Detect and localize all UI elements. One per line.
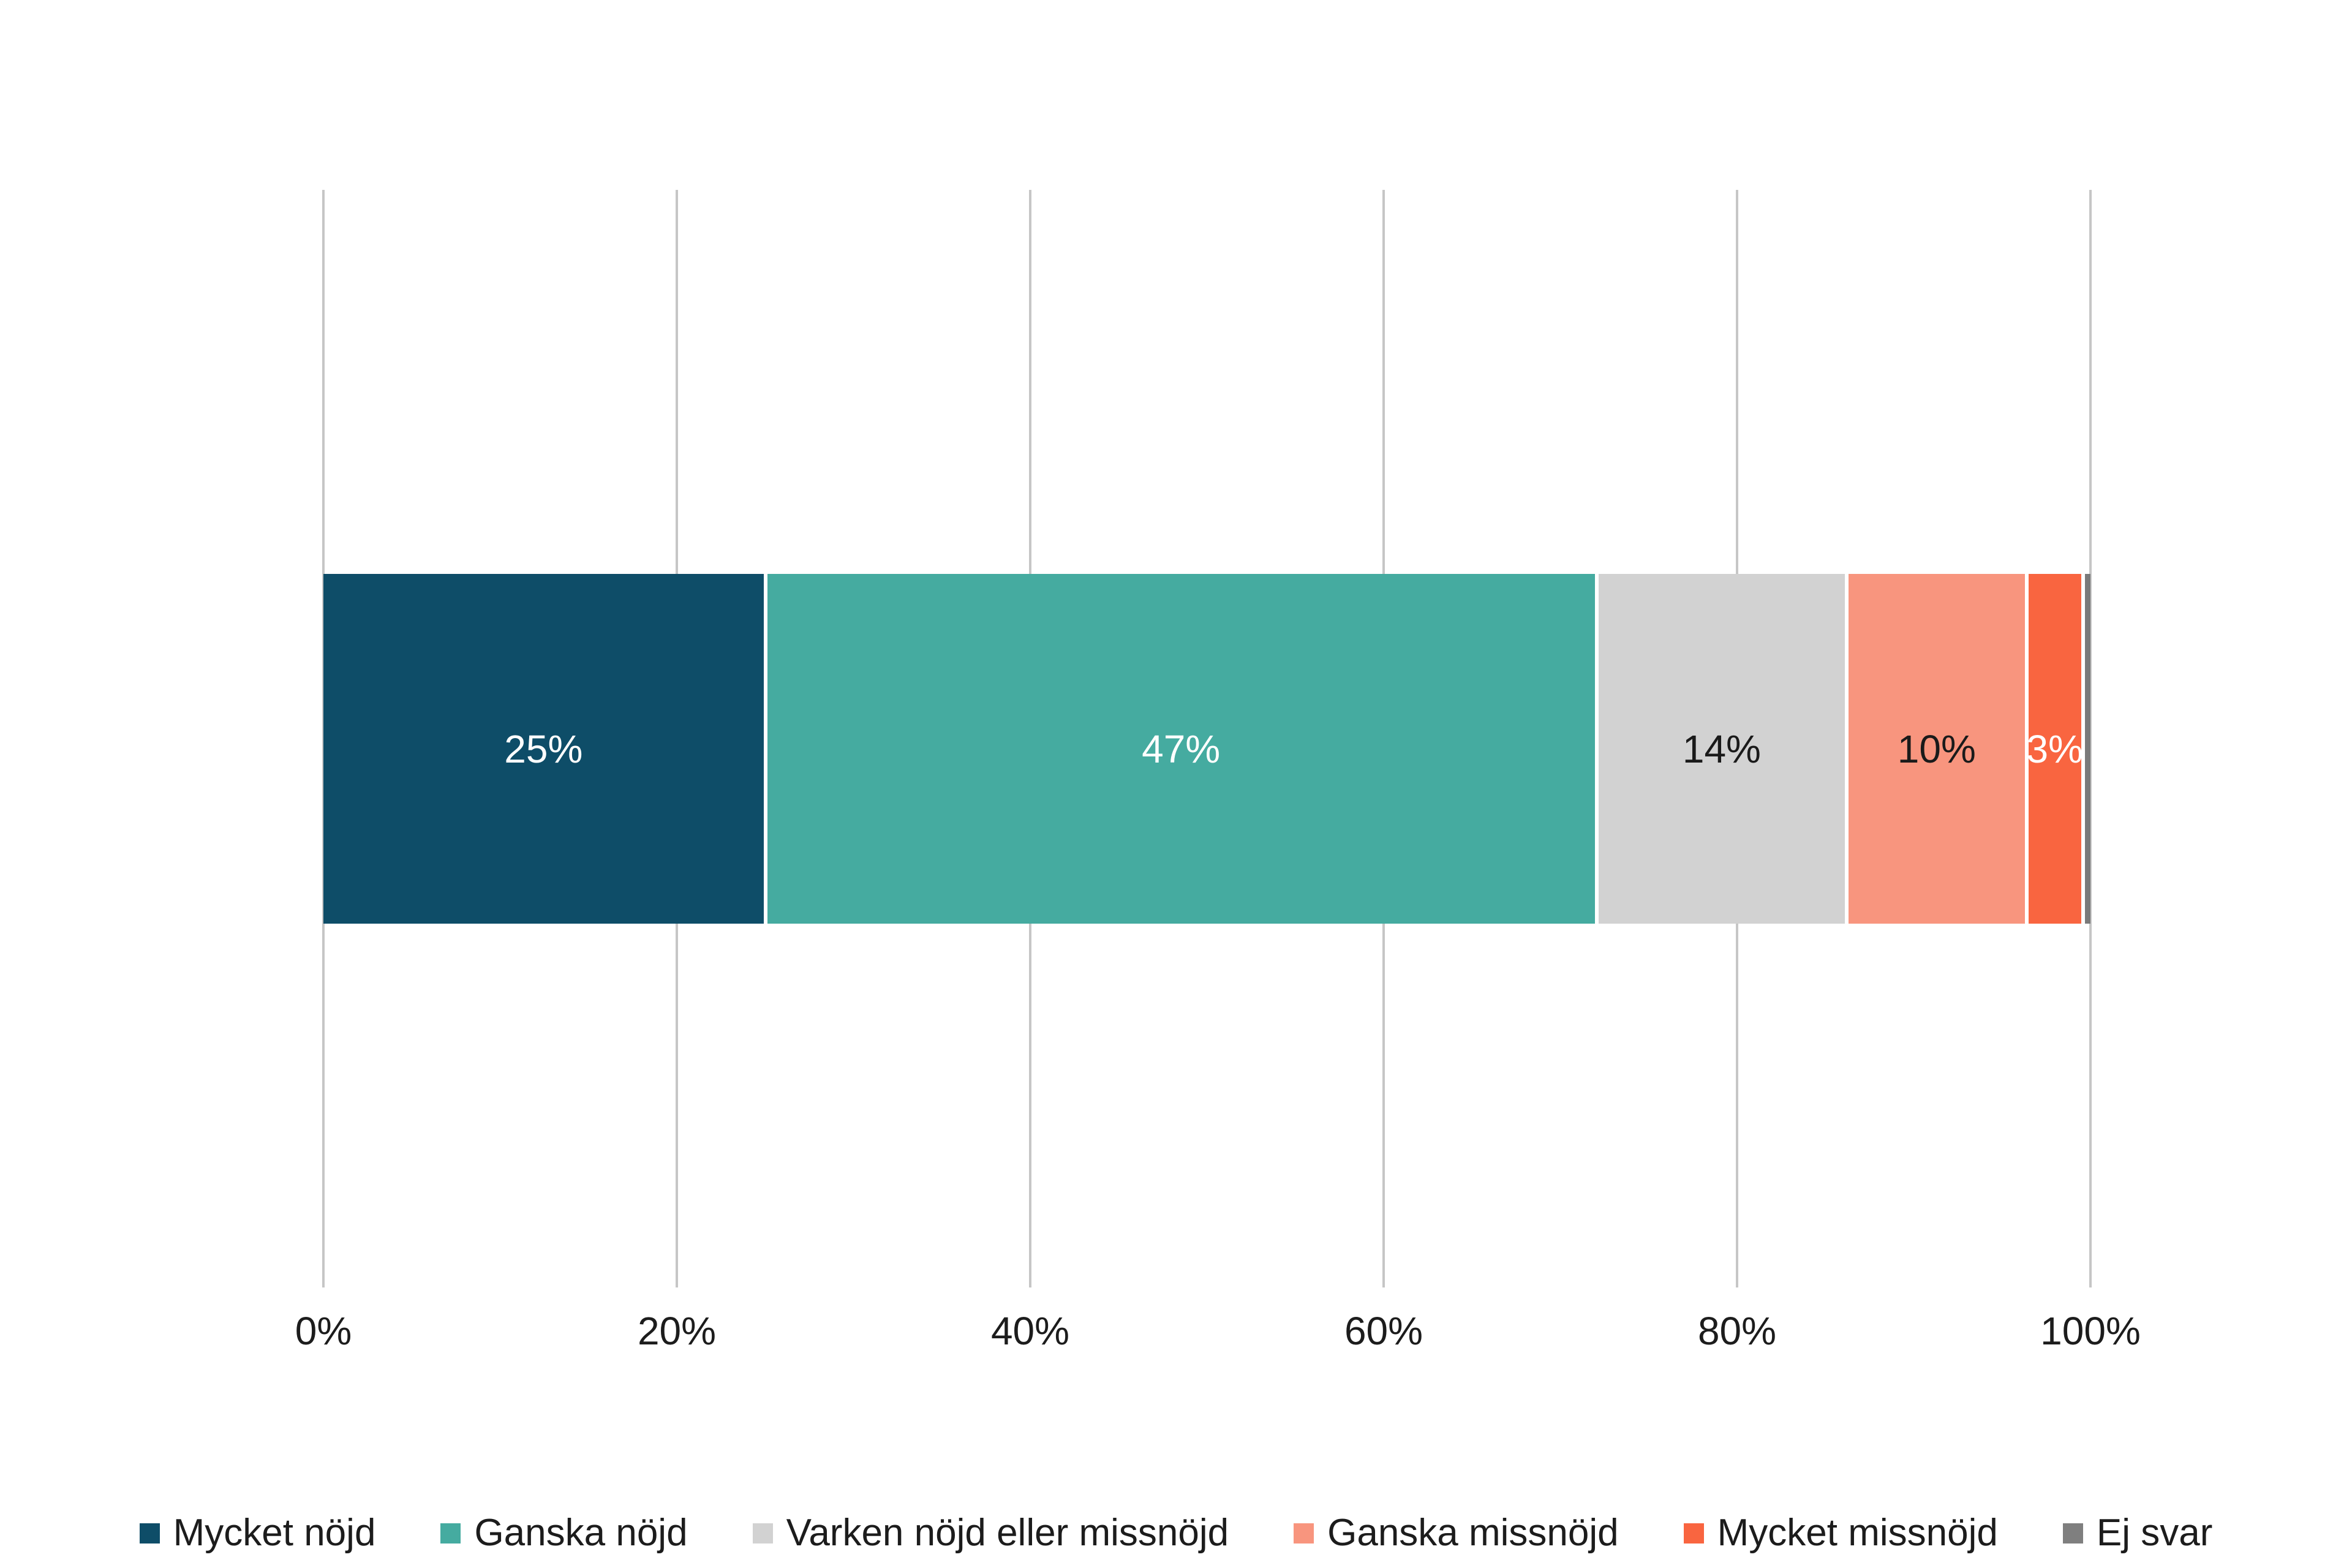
legend-label: Varken nöjd eller missnöjd [786, 1511, 1229, 1554]
x-axis: 0% 20% 40% 60% 80% 100% [295, 1303, 2141, 1359]
x-axis-tick-label: 100% [2040, 1309, 2141, 1353]
bar-segment: 14% [1598, 574, 1845, 924]
bar-segment-value-label: 47% [1142, 726, 1221, 771]
legend-swatch-icon [752, 1523, 773, 1544]
x-axis-tick-label: 80% [1697, 1309, 1777, 1353]
legend-label: Mycket nöjd [173, 1511, 376, 1554]
bar-segment [2084, 574, 2090, 924]
legend-swatch-icon [2062, 1523, 2083, 1544]
bar-segment-value-label: 10% [1897, 726, 1976, 771]
bar-segment-value-label: 14% [1682, 726, 1761, 771]
legend-item: Mycket nöjd [139, 1511, 376, 1554]
bar-segment: 3% [2026, 574, 2083, 924]
legend-label: Ganska missnöjd [1327, 1511, 1619, 1554]
bar-segment: 47% [767, 574, 1595, 924]
x-axis-tick-label: 40% [990, 1309, 1070, 1353]
bar-segment: 10% [1849, 574, 2025, 924]
legend-item: Mycket missnöjd [1683, 1511, 1998, 1554]
legend-item: Ganska missnöjd [1294, 1512, 1619, 1554]
bar-segment-value-label: 25% [504, 726, 583, 771]
legend-item: Ej svar [2062, 1511, 2213, 1554]
legend-label: Ganska nöjd [474, 1511, 688, 1554]
legend-swatch-icon [1683, 1523, 1704, 1544]
legend-label: Mycket missnöjd [1717, 1511, 1998, 1554]
bar-segment: 25% [323, 574, 764, 924]
legend-item: Ganska nöjd [440, 1511, 688, 1554]
legend-swatch-icon [139, 1523, 160, 1544]
legend: Mycket nöjd Ganska nöjd Varken nöjd eller … [0, 1499, 2352, 1567]
bar-segment-value-label: 3% [2026, 726, 2083, 771]
legend-swatch-icon [1294, 1523, 1314, 1544]
plot-area: 25% 47% 14% 10% 3% [322, 190, 2092, 1287]
gridline [2089, 190, 2092, 1287]
x-axis-tick-label: 0% [295, 1309, 352, 1353]
legend-swatch-icon [440, 1523, 461, 1544]
x-axis-tick-label: 60% [1344, 1309, 1423, 1353]
legend-item: Varken nöjd eller missnöjd [752, 1511, 1229, 1554]
legend-label: Ej svar [2096, 1511, 2213, 1554]
x-axis-tick-label: 20% [637, 1309, 717, 1353]
stacked-bar: 25% 47% 14% 10% 3% [323, 574, 2090, 924]
